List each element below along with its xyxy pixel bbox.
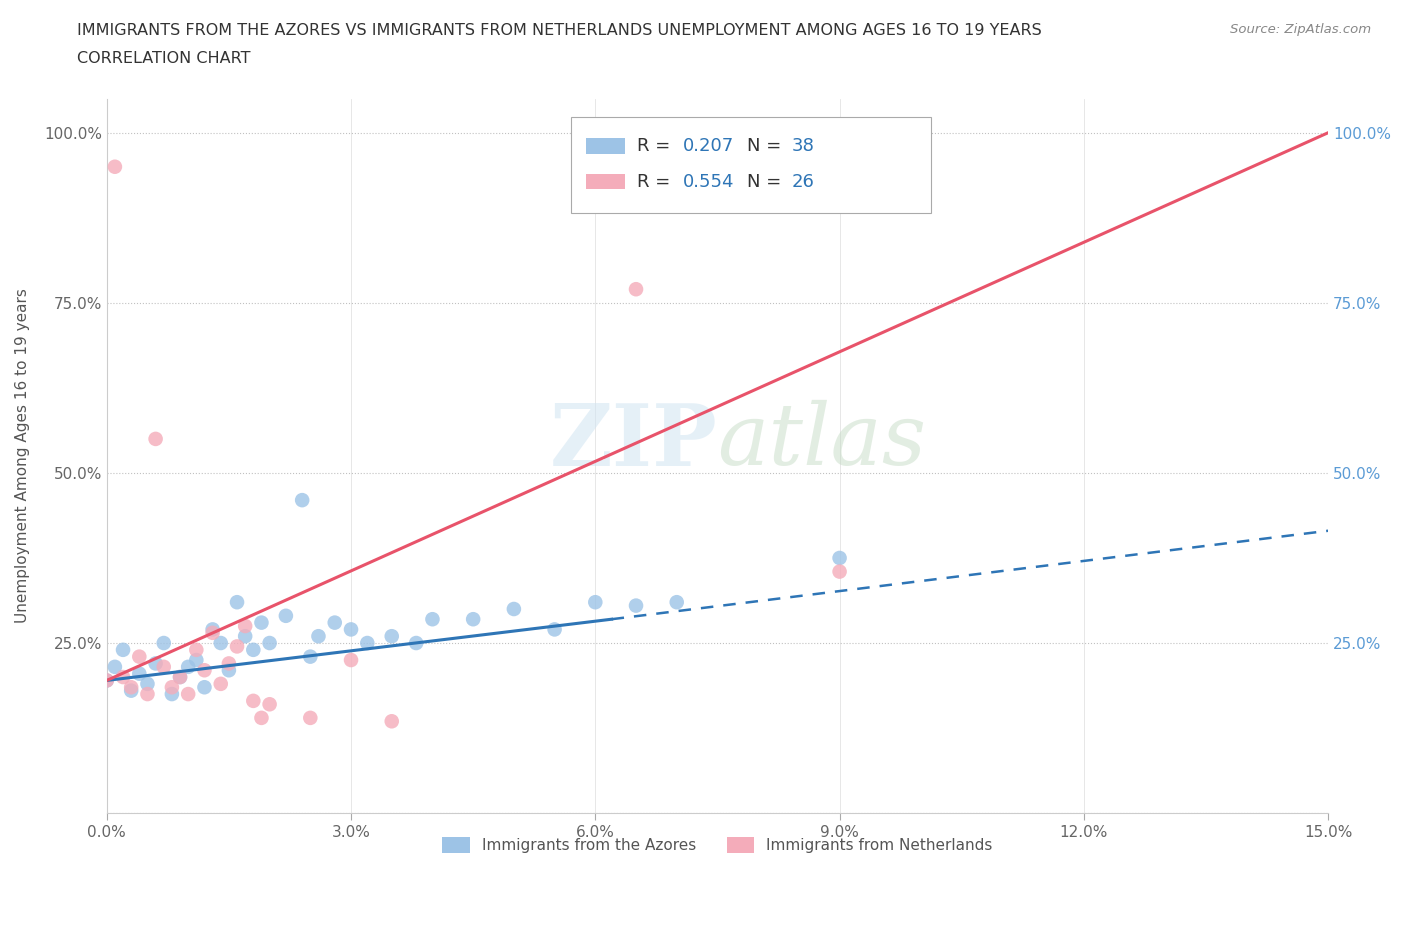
Point (201, 625, 224, 640)
Point (120, 684, 142, 698)
Point (112, 643, 135, 658)
Point (160, 686, 183, 701)
Text: atlas: atlas (717, 400, 927, 483)
Point (145, 432, 167, 446)
Point (242, 643, 264, 658)
Point (624, 598, 647, 613)
Text: IMMIGRANTS FROM THE AZORES VS IMMIGRANTS FROM NETHERLANDS UNEMPLOYMENT AMONG AGE: IMMIGRANTS FROM THE AZORES VS IMMIGRANTS… (77, 23, 1042, 38)
Point (209, 635, 232, 650)
Point (307, 629, 329, 644)
Point (193, 680, 215, 695)
Text: CORRELATION CHART: CORRELATION CHART (77, 51, 250, 66)
Point (96, 673, 118, 688)
Point (463, 612, 485, 627)
Point (543, 622, 565, 637)
FancyBboxPatch shape (585, 174, 624, 190)
Point (96, 673, 118, 688)
Point (242, 694, 264, 709)
Point (356, 635, 378, 650)
Point (259, 697, 281, 711)
FancyBboxPatch shape (571, 116, 931, 213)
Point (193, 663, 215, 678)
Point (828, 551, 851, 565)
Point (152, 659, 174, 674)
Y-axis label: Unemployment Among Ages 16 to 19 years: Unemployment Among Ages 16 to 19 years (15, 288, 30, 623)
Text: N =: N = (747, 137, 787, 155)
Point (160, 680, 183, 695)
Point (250, 615, 273, 630)
Text: 38: 38 (792, 137, 815, 155)
Point (120, 680, 142, 695)
Point (259, 635, 281, 650)
Point (128, 649, 150, 664)
Point (340, 622, 363, 637)
Point (218, 663, 240, 678)
Point (323, 615, 346, 630)
Point (104, 159, 127, 174)
Point (299, 711, 322, 725)
FancyBboxPatch shape (585, 138, 624, 153)
Point (201, 622, 224, 637)
Text: ZIP: ZIP (550, 400, 717, 484)
Point (112, 670, 135, 684)
Point (340, 653, 363, 668)
Text: R =: R = (637, 173, 676, 191)
Point (104, 659, 127, 674)
Point (405, 635, 427, 650)
Point (177, 659, 200, 674)
Point (136, 676, 159, 691)
Point (583, 595, 606, 610)
Point (381, 629, 404, 644)
Text: N =: N = (747, 173, 787, 191)
Point (186, 643, 208, 658)
Point (218, 656, 240, 671)
Text: Source: ZipAtlas.com: Source: ZipAtlas.com (1230, 23, 1371, 36)
Point (136, 686, 159, 701)
Point (169, 670, 191, 684)
Point (381, 714, 404, 729)
Point (422, 612, 444, 627)
Point (502, 602, 524, 617)
Point (665, 595, 688, 610)
Point (291, 493, 314, 508)
Point (186, 653, 208, 668)
Point (145, 656, 167, 671)
Point (226, 639, 249, 654)
Point (233, 618, 256, 633)
Point (274, 608, 297, 623)
Legend: Immigrants from the Azores, Immigrants from Netherlands: Immigrants from the Azores, Immigrants f… (436, 830, 998, 859)
Point (209, 676, 232, 691)
Point (152, 635, 174, 650)
Text: 0.554: 0.554 (683, 173, 735, 191)
Point (624, 282, 647, 297)
Text: R =: R = (637, 137, 676, 155)
Point (233, 629, 256, 644)
Point (169, 670, 191, 684)
Point (299, 649, 322, 664)
Point (128, 666, 150, 681)
Point (226, 595, 249, 610)
Point (250, 711, 273, 725)
Point (828, 565, 851, 579)
Text: 0.207: 0.207 (683, 137, 734, 155)
Point (177, 686, 200, 701)
Text: 26: 26 (792, 173, 815, 191)
